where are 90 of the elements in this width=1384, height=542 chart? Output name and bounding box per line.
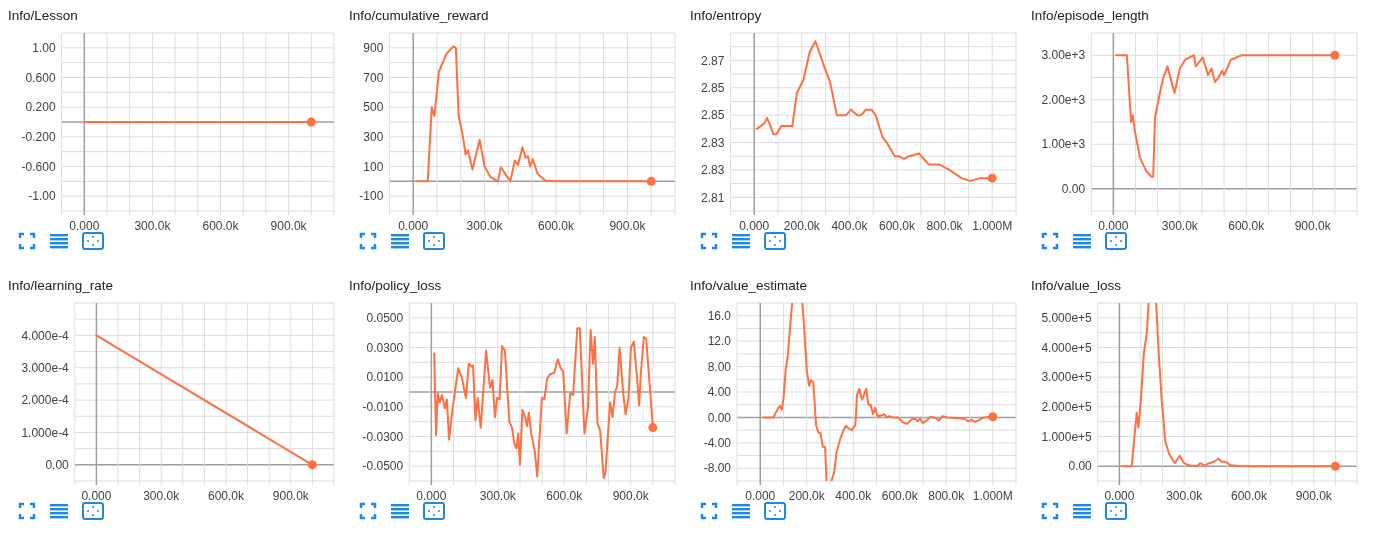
y-tick-label: -100 (359, 189, 384, 204)
x-tick-label: 1.000M (972, 489, 1013, 503)
x-tick-label: 300.0k (479, 489, 517, 503)
y-tick-label: 100 (363, 159, 384, 174)
y-tick-label: 3.000e+5 (1041, 370, 1093, 385)
y-tick-label: 8.00 (707, 359, 732, 374)
x-tick-label: 600.0k (546, 489, 584, 503)
x-tick-label: 900.0k (1295, 489, 1333, 503)
y-tick-label: 2.85 (701, 80, 725, 95)
x-tick-label: 900.0k (612, 489, 650, 503)
y-tick-label: 16.0 (707, 308, 732, 323)
x-tick-label: 900.0k (272, 489, 310, 503)
y-tick-label: 1.000e-4 (21, 425, 70, 440)
x-tick-label: 0.000 (1098, 219, 1129, 233)
x-tick-label: 300.0k (466, 219, 504, 233)
x-tick-label: 900.0k (270, 219, 308, 233)
y-tick-label: 3.00e+3 (1041, 48, 1086, 63)
chart-title: Info/policy_loss (349, 278, 442, 293)
x-tick-label: 600.0k (1228, 219, 1266, 233)
y-tick-label: 4.000e+5 (1041, 340, 1093, 355)
x-tick-label: 0.000 (745, 489, 776, 503)
x-tick-label: 0.000 (416, 489, 447, 503)
y-tick-label: 0.0300 (366, 340, 404, 355)
chart-title: Info/episode_length (1031, 8, 1149, 23)
y-tick-label: 2.87 (701, 53, 725, 68)
x-tick-label: 300.0k (134, 219, 172, 233)
x-tick-label: 0.000 (739, 219, 770, 233)
x-tick-label: 600.0k (207, 489, 246, 503)
x-tick-label: 900.0k (609, 219, 647, 233)
chart-title: Info/learning_rate (8, 278, 114, 293)
y-tick-label: 2.000e-4 (21, 393, 70, 408)
chart-title: Info/cumulative_reward (349, 8, 489, 23)
chart-title: Info/value_loss (1031, 278, 1122, 293)
y-tick-label: 0.0500 (366, 311, 404, 326)
x-tick-label: 200.0k (788, 489, 826, 503)
y-tick-label: -1.00 (28, 189, 56, 204)
x-tick-label: 0.000 (81, 489, 112, 503)
x-tick-label: 0.000 (1104, 489, 1135, 503)
x-tick-label: 600.0k (1230, 489, 1269, 503)
y-tick-label: -0.0300 (362, 429, 404, 444)
chart-title: Info/Lesson (8, 8, 78, 23)
y-tick-label: 0.200 (25, 100, 56, 115)
x-tick-label: 600.0k (881, 489, 919, 503)
y-tick-label: 900 (363, 41, 384, 56)
x-tick-label: 600.0k (878, 219, 917, 233)
y-tick-label: 700 (363, 70, 384, 85)
y-tick-label: 0.00 (707, 410, 732, 425)
x-tick-label: 800.0k (926, 219, 964, 233)
x-tick-label: 0.000 (69, 219, 100, 233)
x-tick-label: 800.0k (928, 489, 966, 503)
y-tick-label: 1.00e+3 (1041, 137, 1086, 152)
x-tick-label: 200.0k (783, 219, 821, 233)
x-tick-label: 300.0k (1161, 219, 1199, 233)
y-tick-label: 0.00 (1061, 181, 1086, 196)
y-tick-label: 2.81 (701, 190, 725, 205)
y-tick-label: -0.0500 (362, 459, 404, 474)
x-tick-label: 400.0k (835, 489, 873, 503)
y-tick-label: 2.00e+3 (1041, 92, 1086, 107)
y-tick-label: 4.000e-4 (21, 328, 70, 343)
y-tick-label: 0.00 (45, 458, 70, 473)
y-tick-label: -4.00 (703, 436, 732, 451)
y-tick-label: -0.0100 (362, 400, 404, 415)
y-tick-label: 2.000e+5 (1041, 400, 1093, 415)
y-tick-label: 0.600 (25, 70, 56, 85)
y-tick-label: -8.00 (703, 461, 732, 476)
y-tick-label: 12.0 (707, 334, 732, 349)
y-tick-label: 500 (363, 100, 384, 115)
y-tick-label: -0.600 (21, 159, 56, 174)
chart-title: Info/value_estimate (690, 278, 808, 293)
x-tick-label: 600.0k (202, 219, 240, 233)
x-tick-label: 0.000 (398, 219, 429, 233)
x-tick-label: 400.0k (831, 219, 869, 233)
y-tick-label: 1.00 (32, 41, 56, 56)
y-tick-label: 2.85 (701, 108, 725, 123)
y-tick-label: 3.000e-4 (21, 360, 70, 375)
x-tick-label: 300.0k (143, 489, 181, 503)
x-tick-label: 1.000M (972, 219, 1013, 233)
y-tick-label: 0.0100 (366, 370, 404, 385)
x-tick-label: 300.0k (1166, 489, 1204, 503)
y-tick-label: 1.000e+5 (1041, 429, 1093, 444)
x-tick-label: 600.0k (537, 219, 576, 233)
y-tick-label: 2.83 (701, 163, 725, 178)
y-tick-label: 4.00 (707, 385, 732, 400)
y-tick-label: 5.000e+5 (1041, 311, 1093, 326)
x-tick-label: 900.0k (1294, 219, 1332, 233)
y-tick-label: 2.83 (701, 135, 725, 150)
y-tick-label: 300 (363, 130, 384, 145)
y-tick-label: -0.200 (21, 130, 56, 145)
y-tick-label: 0.00 (1068, 459, 1093, 474)
chart-title: Info/entropy (690, 8, 762, 23)
